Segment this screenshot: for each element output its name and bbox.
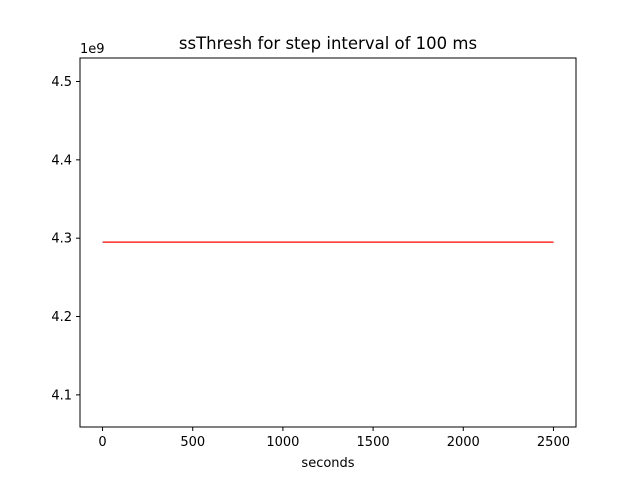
x-axis: 0 500 1000 1500 2000 2500: [98, 427, 570, 450]
y-tick-label: 4.4: [51, 153, 72, 168]
x-tick-label: 1000: [266, 435, 299, 450]
x-tick-label: 2000: [447, 435, 480, 450]
y-axis-offset-text: 1e9: [80, 42, 105, 57]
x-tick-label: 0: [98, 435, 106, 450]
y-axis: 4.1 4.2 4.3 4.4 4.5: [51, 75, 80, 403]
chart-title: ssThresh for step interval of 100 ms: [179, 34, 477, 53]
y-tick-label: 4.1: [51, 388, 72, 403]
x-tick-label: 2500: [537, 435, 570, 450]
y-tick-label: 4.5: [51, 75, 72, 90]
y-tick-label: 4.3: [51, 232, 72, 247]
x-axis-label: seconds: [301, 456, 354, 471]
axes-frame: [79, 57, 577, 428]
x-tick-label: 500: [180, 435, 205, 450]
y-tick-label: 4.2: [51, 310, 72, 325]
x-tick-label: 1500: [357, 435, 390, 450]
